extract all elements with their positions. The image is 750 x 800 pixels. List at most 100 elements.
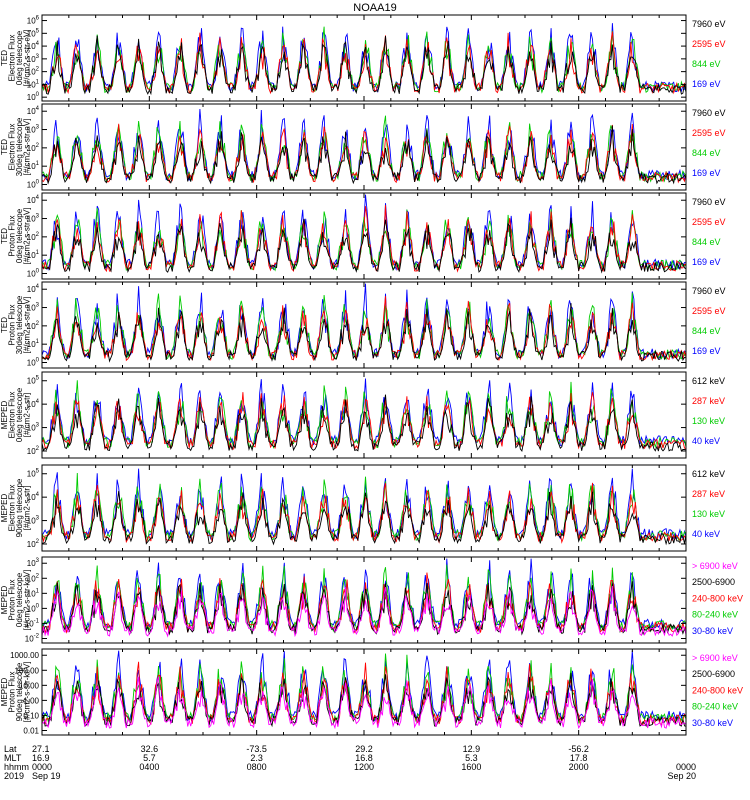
y-axis-label-line: 0deg telescope [15,30,24,85]
footer-row-label: MLT [4,753,22,763]
footer-hhmm-value: 1200 [354,762,374,772]
legend-entry: 612 keV [692,469,725,479]
legend-entry: 2595 eV [692,306,726,316]
footer-mlt-value: 17.8 [570,753,588,763]
legend-entry: 2595 eV [692,128,726,138]
y-tick-exponent: 3 [36,214,40,220]
y-tick-exponent: 3 [36,423,40,429]
panel-8: 0.01 0.10 1.00 10.00 100.00 1000.00 MEPEDProto… [0,648,743,736]
y-tick-label: 101 [27,588,40,598]
y-tick-exponent: 4 [36,492,40,498]
y-axis-label-line: MEPED [0,494,9,523]
y-axis-label-line: 0deg telescope [15,572,24,627]
series-trace--6900-kev [42,676,686,730]
y-tick-label: 102 [27,67,40,77]
legend-entry: 240-800 keV [692,685,743,695]
y-tick-label: 10-1 [25,618,40,628]
panel-traces [42,468,686,546]
panel-traces [42,650,686,730]
footer-date-value: Sep 19 [32,771,61,781]
y-tick-label: 100 [27,92,40,102]
y-axis-label-line: 0deg telescope [15,387,24,442]
footer-hhmm-value: 0000 [32,762,52,772]
y-axis-label-line: 90deg telescope [15,662,24,721]
y-tick-exponent: 1 [36,339,40,345]
y-tick-label: 104 [27,492,40,502]
y-tick-exponent: 2 [36,573,40,579]
footer-hhmm-value: 0000 [676,762,696,772]
legend-entry: 287 keV [692,489,725,499]
y-axis-label-line: TED [0,317,9,333]
footer-mlt-value: 2.3 [250,753,263,763]
y-tick-label: 104 [27,284,40,294]
y-axis-label-line: [#/cm2-s-str-eV] [23,119,32,176]
legend-entry: 40 keV [692,436,720,446]
y-axis-label-line: Electron Flux [8,392,17,439]
y-tick-exponent: -2 [34,633,40,639]
y-tick-exponent: 2 [36,321,40,327]
legend-entry: > 6900 keV [692,561,738,571]
y-axis-label-line: 30deg telescope [15,295,24,354]
footer-mlt-value: 16.8 [355,753,373,763]
y-tick-exponent: -1 [34,618,40,624]
y-tick-label: 102 [27,573,40,583]
footer-mlt-value: 5.3 [465,753,478,763]
y-tick-exponent: 1 [36,588,40,594]
y-tick-exponent: 0 [36,358,40,364]
y-tick-label: 102 [27,321,40,331]
legend-entry: 7960 eV [692,286,726,296]
footer-lat-value: 12.9 [463,744,481,754]
legend-entry: 169 eV [692,346,721,356]
legend-entry: 240-800 keV [692,593,743,603]
legend-entry: 7960 eV [692,19,726,29]
footer-row-label: 2019 [4,771,24,781]
footer-hhmm-value: 2000 [569,762,589,772]
y-axis-label-line: Proton Flux [8,672,17,713]
legend-entry: 2500-6900 [692,577,735,587]
y-tick-label: 100 [27,180,40,190]
y-axis-label-line: TED [0,50,9,66]
y-tick-exponent: 4 [36,41,40,47]
footer-mlt-value: 16.9 [32,753,50,763]
y-tick-label: 106 [27,16,40,26]
y-tick-label: 103 [27,303,40,313]
legend-entry: 612 keV [692,376,725,386]
y-axis-label-line: MEPED [0,586,9,615]
series-trace-169-ev [42,108,686,182]
y-tick-label: 100.00 [15,666,40,675]
y-tick-label: 100 [27,603,40,613]
y-tick-label: 104 [27,106,40,116]
y-tick-exponent: 0 [36,269,40,275]
panel-traces [42,558,686,638]
y-tick-exponent: 4 [36,106,40,112]
y-tick-label: 105 [27,469,40,479]
y-tick-label: 10-2 [25,633,40,643]
legend-entry: 7960 eV [692,108,726,118]
y-axis-label-line: [#/cm2-s-str] [23,393,32,437]
y-tick-label: 104 [27,195,40,205]
y-tick-label: 101 [27,79,40,89]
series-trace-7960-ev [42,125,686,185]
footer-hhmm-value: 0400 [139,762,159,772]
y-tick-label: 102 [27,143,40,153]
legend-entry: 30-80 keV [692,626,733,636]
series-trace-169-ev [42,194,686,271]
y-tick-label: 102 [27,539,40,549]
y-axis-label-line: MEPED [0,401,9,430]
footer-hhmm-value: 1600 [461,762,481,772]
legend-entry: 844 eV [692,148,721,158]
y-axis-label-line: TED [0,228,9,244]
y-tick-label: 104 [27,399,40,409]
